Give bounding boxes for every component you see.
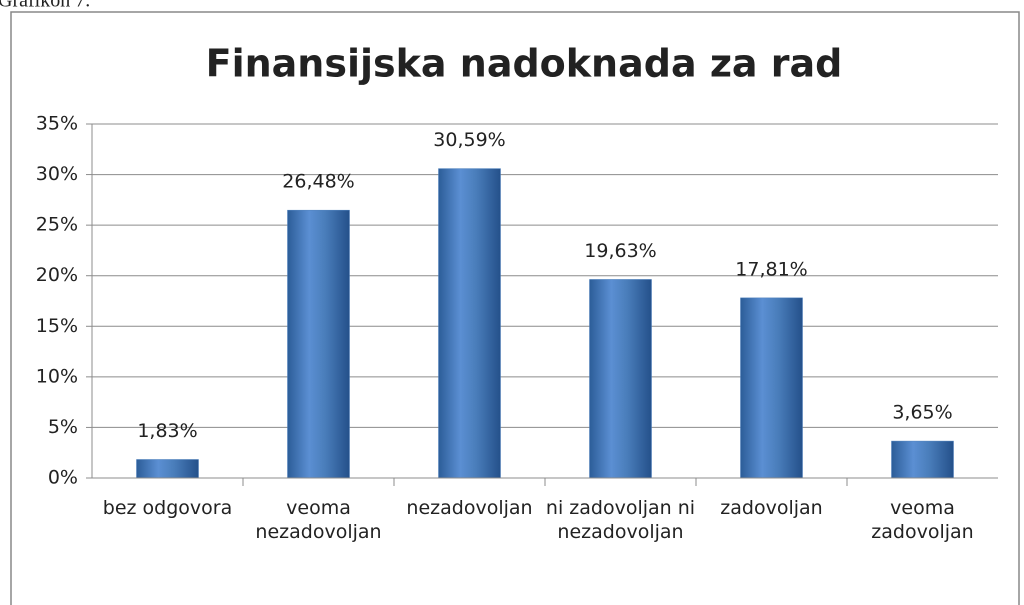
y-tick-label: 20% [36,264,78,286]
value-label: 17,81% [735,258,807,280]
x-tick-label: ni zadovoljan ni nezadovoljan [545,497,696,543]
y-tick-label: 30% [36,163,78,185]
bar [891,440,954,479]
value-label: 3,65% [892,402,952,424]
chart-title: Finansijska nadoknada za rad [206,42,843,86]
x-tick-label: veoma zadovoljan [871,497,974,543]
x-tick-label: bez odgovora [102,497,233,519]
caption: Grafikon 7. [0,0,90,12]
bar [589,279,652,479]
y-tick-label: 35% [36,113,78,135]
y-tick-label: 0% [48,467,78,489]
bar [438,168,501,479]
x-tick-label: nezadovoljan [406,497,533,519]
bar [136,459,199,479]
y-tick-label: 5% [48,416,78,438]
value-label: 19,63% [584,240,656,262]
x-tick-label: zadovoljan [720,497,823,519]
value-label: 1,83% [137,420,197,442]
bar [287,209,350,479]
chart-frame [10,11,1020,605]
y-tick-label: 25% [36,214,78,236]
y-tick-label: 15% [36,315,78,337]
value-label: 30,59% [433,129,505,151]
bar [740,297,803,479]
y-tick-label: 10% [36,365,78,387]
value-label: 26,48% [282,171,354,193]
x-tick-label: veoma nezadovoljan [255,497,382,543]
